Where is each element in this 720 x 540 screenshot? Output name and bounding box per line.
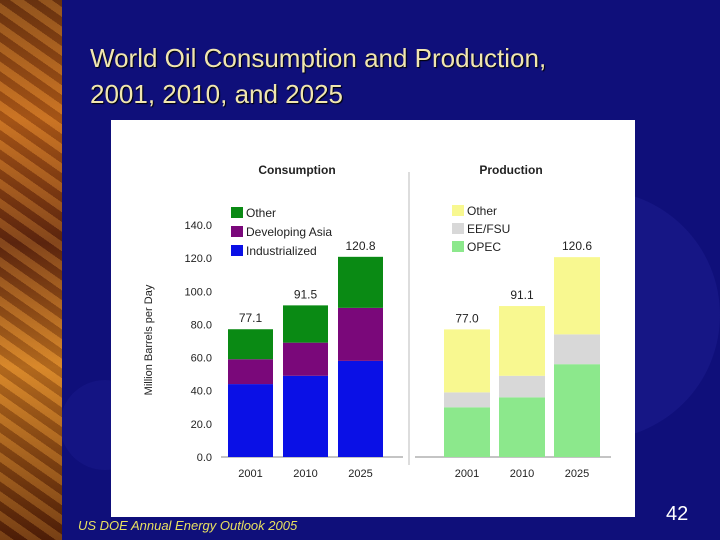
production-legend-label: Other xyxy=(467,204,497,218)
y-tick-label: 40.0 xyxy=(191,386,212,398)
consumption-total-label: 91.5 xyxy=(294,287,318,301)
production-total-label: 120.6 xyxy=(562,239,592,253)
production-x-tick-label: 2025 xyxy=(565,468,589,480)
y-tick-label: 140.0 xyxy=(184,220,212,232)
consumption-legend-swatch xyxy=(231,207,243,218)
consumption-bar-other-2010 xyxy=(283,305,328,343)
production-bar-opec-2001 xyxy=(444,407,490,457)
consumption-bar-industrialized-2001 xyxy=(228,384,273,457)
production-bar-ee-fsu-2001 xyxy=(444,392,490,408)
consumption-legend-label: Other xyxy=(246,206,276,220)
production-legend-swatch xyxy=(452,205,464,216)
consumption-legend-swatch xyxy=(231,226,243,237)
production-legend-swatch xyxy=(452,241,464,252)
consumption-total-label: 120.8 xyxy=(345,239,375,253)
oil-chart: Consumption Production Million Barrels p… xyxy=(143,163,611,480)
consumption-x-tick-label: 2025 xyxy=(348,468,372,480)
production-bar-ee-fsu-2025 xyxy=(554,334,600,365)
page-number: 42 xyxy=(666,503,689,525)
y-tick-label: 60.0 xyxy=(191,353,212,365)
consumption-legend-label: Developing Asia xyxy=(246,225,332,239)
consumption-chart-title: Consumption xyxy=(258,163,335,177)
source-note: US DOE Annual Energy Outlook 2005 xyxy=(78,518,298,533)
consumption-bar-developing-asia-2001 xyxy=(228,359,273,385)
consumption-bar-developing-asia-2025 xyxy=(338,307,383,361)
y-tick-label: 0.0 xyxy=(197,452,212,464)
y-tick-label: 20.0 xyxy=(191,419,212,431)
consumption-bar-other-2001 xyxy=(228,329,273,360)
production-x-tick-label: 2001 xyxy=(455,468,479,480)
production-bar-other-2010 xyxy=(499,306,545,376)
y-tick-label: 120.0 xyxy=(184,253,212,265)
production-legend-label: EE/FSU xyxy=(467,222,510,236)
consumption-x-tick-label: 2001 xyxy=(238,468,262,480)
consumption-bar-other-2025 xyxy=(338,256,383,308)
production-legend-label: OPEC xyxy=(467,240,501,254)
consumption-bar-industrialized-2025 xyxy=(338,360,383,457)
consumption-x-tick-label: 2010 xyxy=(293,468,317,480)
production-total-label: 77.0 xyxy=(455,311,479,325)
production-bar-opec-2025 xyxy=(554,364,600,457)
slide-title: World Oil Consumption and Production, 20… xyxy=(90,40,690,112)
consumption-legend-swatch xyxy=(231,245,243,256)
y-axis-label: Million Barrels per Day xyxy=(143,284,155,395)
consumption-bar-developing-asia-2010 xyxy=(283,342,328,376)
production-bar-opec-2010 xyxy=(499,397,545,457)
consumption-legend-label: Industrialized xyxy=(246,244,317,258)
consumption-total-label: 77.1 xyxy=(239,311,263,325)
slide-title-line-2: 2001, 2010, and 2025 xyxy=(90,79,344,109)
plot-area: 0.0 20.0 40.0 60.0 80.0 100.0 120.0 140.0 77.1 20… xyxy=(184,204,611,480)
y-tick-label: 100.0 xyxy=(184,286,212,298)
production-chart-title: Production xyxy=(479,163,542,177)
y-tick-label: 80.0 xyxy=(191,319,212,331)
production-bar-other-2025 xyxy=(554,257,600,335)
slide-title-line-1: World Oil Consumption and Production, xyxy=(90,43,547,73)
production-x-tick-label: 2010 xyxy=(510,468,534,480)
consumption-bar-industrialized-2010 xyxy=(283,375,328,457)
production-legend-swatch xyxy=(452,223,464,234)
chart-panel: Consumption Production Million Barrels p… xyxy=(111,120,635,517)
production-total-label: 91.1 xyxy=(510,288,534,302)
production-bar-ee-fsu-2010 xyxy=(499,375,545,398)
decorative-left-strip xyxy=(0,0,62,540)
production-bar-other-2001 xyxy=(444,329,490,393)
